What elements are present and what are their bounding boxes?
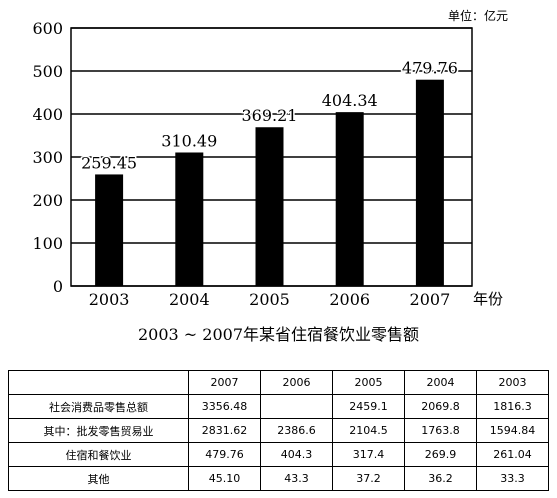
table-header-cell: 2004 [404,370,477,395]
x-tick-label: 2005 [249,290,290,309]
table-row: 住宿和餐饮业 479.76 404.3 317.4 269.9 261.04 [8,442,549,467]
y-tick-label: 600 [32,19,63,38]
table-cell: 1594.84 [476,418,549,443]
table-header-cell: 2007 [188,370,261,395]
row-label: 住宿和餐饮业 [8,442,189,467]
table-cell: 43.3 [260,466,333,491]
data-label: 310.49 [161,131,217,150]
plot-frame [70,27,473,287]
table-cell: 269.9 [404,442,477,467]
table-cell: 37.2 [332,466,405,491]
y-tick-label: 400 [32,105,63,124]
table-cell: 2459.1 [332,394,405,419]
x-tick-label: 2007 [410,290,451,309]
y-tick-label: 100 [32,234,63,253]
table-cell: 2831.62 [188,418,261,443]
table-cell: 45.10 [188,466,261,491]
data-table: 2007 2006 2005 2004 2003 社会消费品零售总额 3356.… [8,370,549,491]
table-row: 其中：批发零售贸易业 2831.62 2386.6 2104.5 1763.8 … [8,418,549,443]
bar-2003 [95,174,124,286]
y-tick-label: 500 [32,62,63,81]
data-label: 369.21 [242,106,298,125]
data-label: 259.45 [81,153,137,172]
table-cell: 404.3 [260,442,333,467]
x-tick-label: 2004 [169,290,210,309]
table-header-cell [8,370,189,395]
table-row: 社会消费品零售总额 3356.48 2459.1 2069.8 1816.3 [8,394,549,419]
data-label: 404.34 [322,91,378,110]
bars [95,79,444,287]
x-tick-label: 2003 [89,290,130,309]
table-cell: 33.3 [476,466,549,491]
chart-title: 2003 ~ 2007年某省住宿餐饮业零售额 [137,325,420,344]
y-tick-label: 200 [32,191,63,210]
row-label: 社会消费品零售总额 [8,394,189,419]
table-header-cell: 2005 [332,370,405,395]
table-cell: 1816.3 [476,394,549,419]
table-row: 其他 45.10 43.3 37.2 36.2 33.3 [8,466,549,491]
table-cell: 2104.5 [332,418,405,443]
x-axis-label: 年份 [473,290,503,308]
table-header-cell: 2006 [260,370,333,395]
data-labels: 259.45 310.49 369.21 404.34 479.76 [80,57,460,174]
table-cell [260,394,333,419]
x-tick-labels: 2003 2004 2005 2006 2007 [89,290,451,309]
unit-label: 单位：亿元 [448,8,508,23]
table-cell: 3356.48 [188,394,261,419]
y-tick-label: 300 [32,148,63,167]
y-tick-label: 0 [53,277,63,296]
bar-2004 [175,152,204,286]
bar-2007 [415,79,444,286]
bar-2005 [255,127,284,286]
row-label: 其中：批发零售贸易业 [8,418,189,443]
table-cell: 317.4 [332,442,405,467]
table-header-row: 2007 2006 2005 2004 2003 [8,370,549,395]
table-cell: 479.76 [188,442,261,467]
x-tick-label: 2006 [329,290,370,309]
bar-2006 [335,112,364,287]
table-header-cell: 2003 [476,370,549,395]
y-tick-labels: 0 100 200 300 400 500 600 [32,19,63,296]
data-label: 479.76 [402,59,458,78]
table-cell: 2069.8 [404,394,477,419]
row-label: 其他 [8,466,189,491]
table-cell: 261.04 [476,442,549,467]
table-cell: 36.2 [404,466,477,491]
table-cell: 1763.8 [404,418,477,443]
table-cell: 2386.6 [260,418,333,443]
